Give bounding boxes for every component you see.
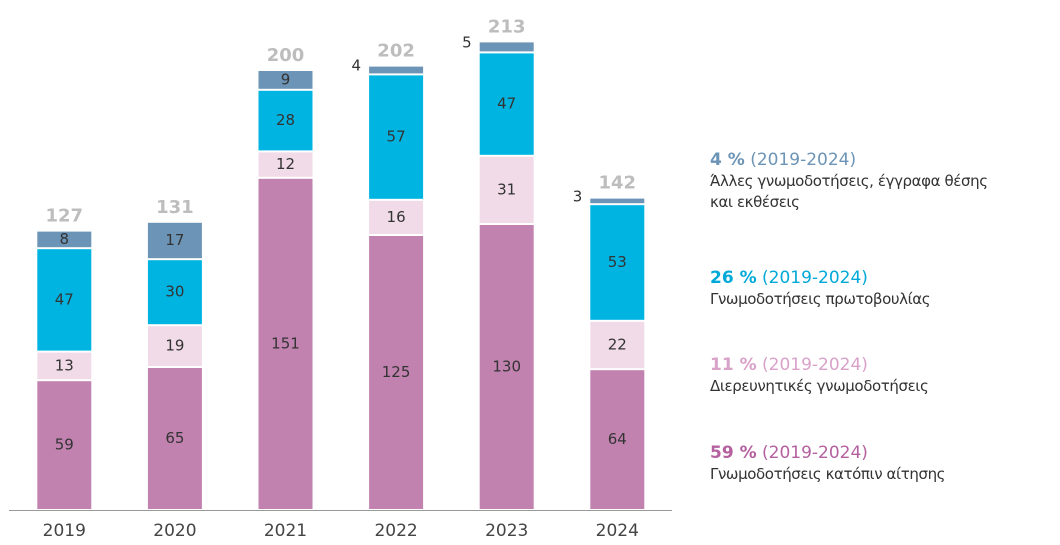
legend-name: Γνωμοδοτήσεις πρωτοβουλίας	[710, 290, 931, 308]
segment-label: 151	[271, 334, 300, 352]
period: (2019-2024)	[762, 355, 868, 375]
bar-segment	[590, 205, 645, 320]
segment-label: 59	[55, 436, 74, 454]
bar-segment	[369, 75, 424, 199]
chart: 2019591347812720206519301713120211511228…	[9, 16, 672, 541]
total-label: 127	[46, 206, 84, 227]
legend-share: 59 % (2019-2024)	[710, 443, 1055, 464]
bar-segment	[147, 222, 202, 259]
legend-name: Διερευνητικές γνωμοδοτήσεις	[710, 377, 929, 395]
bar-segment	[590, 321, 645, 369]
bar-segment	[479, 42, 534, 52]
bar-segment	[369, 200, 424, 234]
x-tick-label: 2024	[596, 521, 639, 541]
bar-segment	[147, 368, 202, 509]
legend-share: 4 % (2019-2024)	[710, 150, 1055, 171]
total-label: 142	[599, 173, 637, 194]
segment-label: 9	[281, 70, 291, 88]
segment-label: 16	[387, 208, 406, 226]
segment-label: 13	[55, 356, 74, 374]
bar-segment	[37, 249, 92, 351]
segment-label: 4	[352, 57, 362, 75]
bar-segment	[258, 152, 313, 177]
bar-segment	[37, 231, 92, 248]
segment-label: 47	[497, 95, 516, 113]
bar-segment	[258, 90, 313, 151]
legend-name: Άλλες γνωμοδοτήσεις, έγγραφα θέσης και ε…	[710, 172, 988, 211]
segment-label: 12	[276, 155, 295, 173]
x-tick-label: 2019	[43, 521, 86, 541]
segment-label: 28	[276, 111, 295, 129]
total-label: 213	[488, 16, 526, 37]
period: (2019-2024)	[762, 268, 868, 288]
total-label: 200	[267, 45, 305, 66]
segment-label: 125	[382, 363, 411, 381]
segment-label: 22	[608, 336, 627, 354]
bar-segment	[147, 260, 202, 325]
segment-label: 31	[497, 180, 516, 198]
legend-entry: 4 % (2019-2024) Άλλες γνωμοδοτήσεις, έγγρ…	[710, 150, 1055, 213]
bar-segment	[479, 225, 534, 509]
bar-segment	[479, 53, 534, 155]
segment-label: 17	[165, 231, 184, 249]
period: (2019-2024)	[762, 443, 868, 463]
bar-segment	[369, 236, 424, 509]
total-label: 131	[156, 197, 194, 218]
segment-label: 19	[165, 337, 184, 355]
legend-entry: 11 % (2019-2024) Διερευνητικές γνωμοδοτήσ…	[710, 355, 1055, 397]
segment-label: 3	[573, 187, 583, 205]
bar-segment	[479, 156, 534, 223]
share-label: 11 %	[710, 355, 757, 375]
segment-label: 130	[492, 358, 521, 376]
segment-label: 8	[60, 230, 70, 248]
bar-segment	[369, 66, 424, 74]
segment-label: 5	[462, 33, 472, 51]
segment-label: 65	[165, 429, 184, 447]
legend-share: 11 % (2019-2024)	[710, 355, 1055, 376]
bar-segment	[258, 178, 313, 510]
bar-segment	[590, 198, 645, 204]
bar-segment	[37, 381, 92, 509]
segment-label: 64	[608, 430, 627, 448]
bar-segment	[37, 352, 92, 380]
share-label: 59 %	[710, 443, 757, 463]
segment-label: 47	[55, 290, 74, 308]
bar-segment	[147, 326, 202, 366]
bar-segment	[258, 71, 313, 89]
period: (2019-2024)	[750, 150, 857, 170]
legend-share: 26 % (2019-2024)	[710, 268, 1055, 289]
legend-entry: 26 % (2019-2024) Γνωμοδοτήσεις πρωτοβουλί…	[710, 268, 1055, 310]
x-tick-label: 2022	[374, 521, 417, 541]
segment-label: 53	[608, 253, 627, 271]
share-label: 4 %	[710, 150, 745, 170]
legend-name: Γνωμοδοτήσεις κατόπιν αίτησης	[710, 465, 946, 483]
share-label: 26 %	[710, 268, 757, 288]
x-tick-label: 2021	[264, 521, 307, 541]
x-tick-label: 2023	[485, 521, 528, 541]
segment-label: 57	[387, 128, 406, 146]
total-label: 202	[377, 41, 415, 62]
legend-entry: 59 % (2019-2024) Γνωμοδοτήσεις κατόπιν αί…	[710, 443, 1055, 485]
bar-segment	[590, 370, 645, 509]
segment-label: 30	[165, 283, 184, 301]
x-tick-label: 2020	[153, 521, 196, 541]
